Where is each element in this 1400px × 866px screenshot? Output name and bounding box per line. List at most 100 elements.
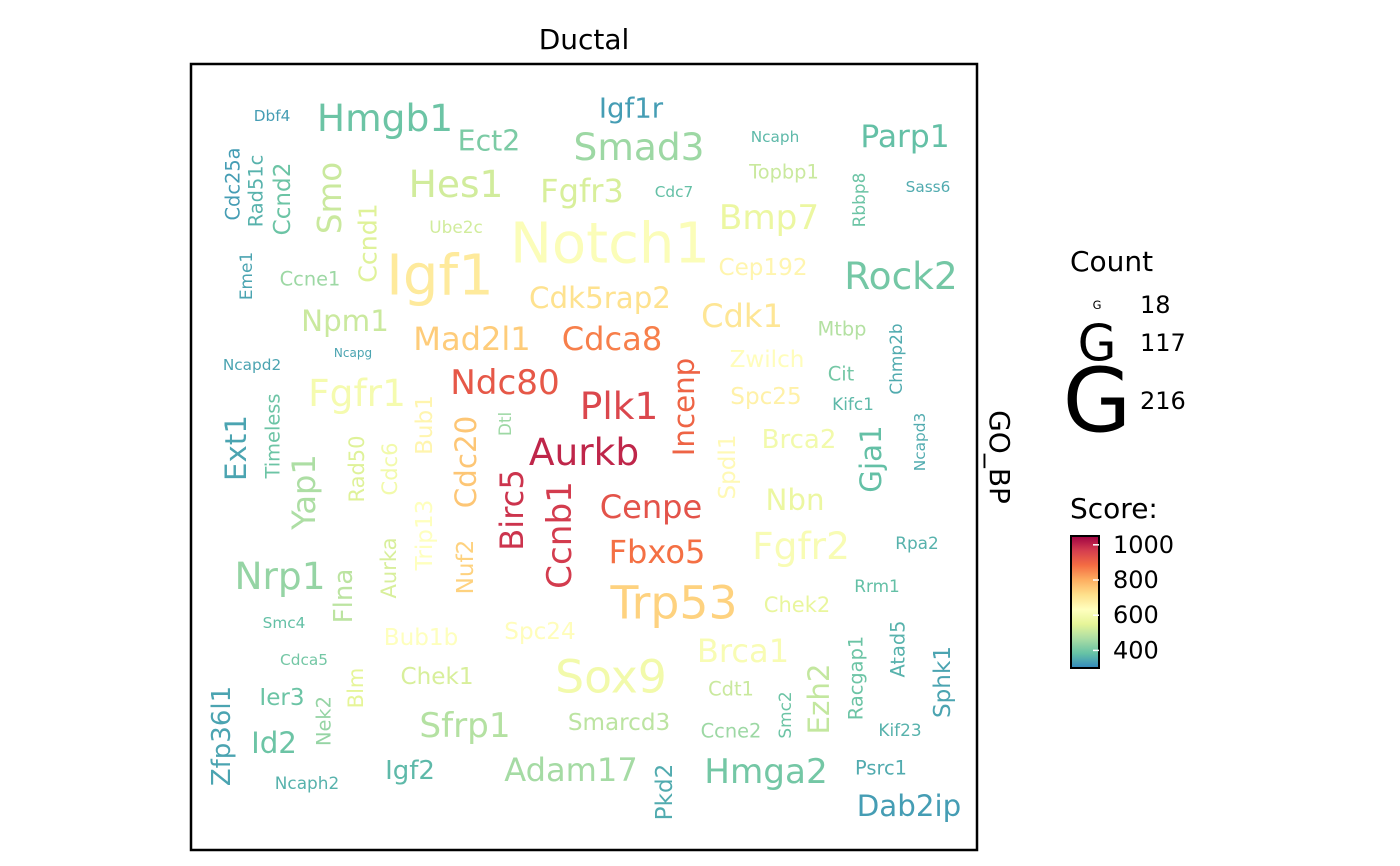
word-sox9: Sox9: [555, 651, 667, 704]
word-ext1: Ext1: [219, 415, 253, 481]
word-timeless: Timeless: [262, 394, 285, 480]
word-kifc1: Kifc1: [832, 394, 874, 414]
word-eme1: Eme1: [236, 252, 256, 300]
word-ccnd1: Ccnd1: [354, 203, 383, 282]
word-cit: Cit: [828, 363, 855, 386]
word-cenpe: Cenpe: [600, 488, 703, 526]
word-bub1: Bub1: [412, 395, 438, 455]
word-aurka: Aurka: [377, 538, 401, 599]
word-rbbp8: Rbbp8: [849, 173, 869, 228]
word-zwilch: Zwilch: [730, 347, 805, 373]
word-rock2: Rock2: [844, 254, 958, 298]
count-legend-glyph-117: G: [1078, 314, 1117, 373]
strip-label: GO_BP: [983, 410, 1016, 504]
panel-title: Ductal: [539, 23, 630, 56]
word-smad3: Smad3: [574, 125, 705, 169]
word-spc25: Spc25: [730, 384, 801, 410]
word-hes1: Hes1: [409, 162, 504, 206]
word-rrm1: Rrm1: [854, 576, 900, 596]
word-psrc1: Psrc1: [855, 757, 907, 780]
word-igf2: Igf2: [385, 756, 435, 786]
word-trp53: Trp53: [609, 577, 737, 630]
word-cdc7: Cdc7: [655, 183, 694, 201]
word-ube2c: Ube2c: [429, 217, 483, 237]
word-smo: Smo: [311, 162, 349, 234]
word-ect2: Ect2: [458, 125, 521, 158]
panel-border: [189, 62, 979, 852]
word-ccne1: Ccne1: [280, 268, 341, 291]
word-bmp7: Bmp7: [719, 198, 819, 238]
word-dbf4: Dbf4: [254, 107, 291, 125]
word-fgfr3: Fgfr3: [540, 172, 624, 210]
word-bub1b: Bub1b: [384, 625, 459, 651]
word-cep192: Cep192: [718, 255, 807, 281]
word-atad5: Atad5: [887, 620, 910, 677]
word-racgap1: Racgap1: [845, 636, 868, 720]
word-nek2: Nek2: [313, 696, 336, 746]
word-cdc25a: Cdc25a: [222, 147, 245, 220]
count-legend-label-18: 18: [1140, 291, 1171, 319]
word-cdt1: Cdt1: [708, 678, 754, 701]
word-ncaph: Ncaph: [751, 128, 800, 146]
word-pkd2: Pkd2: [652, 764, 678, 821]
word-plk1: Plk1: [580, 384, 659, 428]
word-notch1: Notch1: [510, 212, 710, 277]
word-fgfr1: Fgfr1: [308, 371, 406, 415]
word-nuf2: Nuf2: [453, 540, 479, 595]
score-tick-label-800: 800: [1113, 566, 1159, 594]
word-sfrp1: Sfrp1: [419, 706, 510, 746]
word-mad2l1: Mad2l1: [413, 320, 530, 358]
word-smc4: Smc4: [263, 614, 306, 632]
word-flna: Flna: [329, 569, 359, 624]
word-adam17: Adam17: [504, 751, 637, 789]
word-zfp36l1: Zfp36l1: [207, 686, 237, 786]
word-cdca8: Cdca8: [562, 320, 662, 358]
word-yap1: Yap1: [285, 454, 323, 531]
word-gja1: Gja1: [854, 425, 888, 492]
word-nbn: Nbn: [765, 483, 824, 517]
count-legend: Count G 18 G 117 G 216: [1063, 245, 1186, 453]
score-tick-label-400: 400: [1113, 636, 1159, 664]
word-chmp2b: Chmp2b: [886, 323, 906, 394]
score-legend: Score: 1000 800 600 400: [1070, 492, 1174, 669]
word-rad50: Rad50: [345, 435, 369, 502]
word-aurkb: Aurkb: [529, 430, 639, 474]
word-blm: Blm: [344, 668, 368, 709]
count-legend-title: Count: [1070, 245, 1153, 278]
word-fgfr2: Fgfr2: [752, 524, 850, 568]
word-ccnb1: Ccnb1: [540, 481, 580, 589]
word-igf1r: Igf1r: [599, 92, 664, 125]
word-kif23: Kif23: [878, 720, 921, 740]
word-topbp1: Topbp1: [748, 161, 819, 184]
word-parp1: Parp1: [860, 119, 949, 155]
word-hmga2: Hmga2: [704, 752, 827, 792]
word-ccne2: Ccne2: [701, 720, 762, 743]
word-incenp: Incenp: [667, 358, 701, 457]
word-dab2ip: Dab2ip: [857, 789, 962, 823]
word-hmgb1: Hmgb1: [317, 96, 453, 140]
word-ier3: Ier3: [259, 685, 304, 711]
count-legend-glyph-216: G: [1063, 350, 1132, 453]
word-brca2: Brca2: [762, 425, 837, 455]
count-legend-label-216: 216: [1140, 387, 1186, 415]
word-ncaph2: Ncaph2: [275, 773, 339, 793]
score-tick-label-1000: 1000: [1113, 531, 1174, 559]
word-smarcd3: Smarcd3: [568, 710, 670, 736]
count-legend-label-117: 117: [1140, 329, 1186, 357]
word-cdca5: Cdca5: [280, 651, 328, 669]
word-cdc20: Cdc20: [449, 416, 483, 508]
word-cdc6: Cdc6: [378, 443, 402, 496]
word-rad51c: Rad51c: [245, 155, 268, 228]
word-cdk1: Cdk1: [701, 297, 783, 335]
word-npm1: Npm1: [301, 304, 389, 338]
word-smc2: Smc2: [775, 691, 795, 738]
word-sass6: Sass6: [906, 178, 951, 196]
word-ncapd2: Ncapd2: [223, 356, 281, 374]
word-sphk1: Sphk1: [930, 646, 956, 718]
word-id2: Id2: [251, 726, 297, 760]
score-legend-title: Score:: [1070, 492, 1158, 525]
word-spc24: Spc24: [504, 619, 575, 645]
word-fbxo5: Fbxo5: [609, 533, 706, 571]
word-chek2: Chek2: [764, 593, 830, 617]
